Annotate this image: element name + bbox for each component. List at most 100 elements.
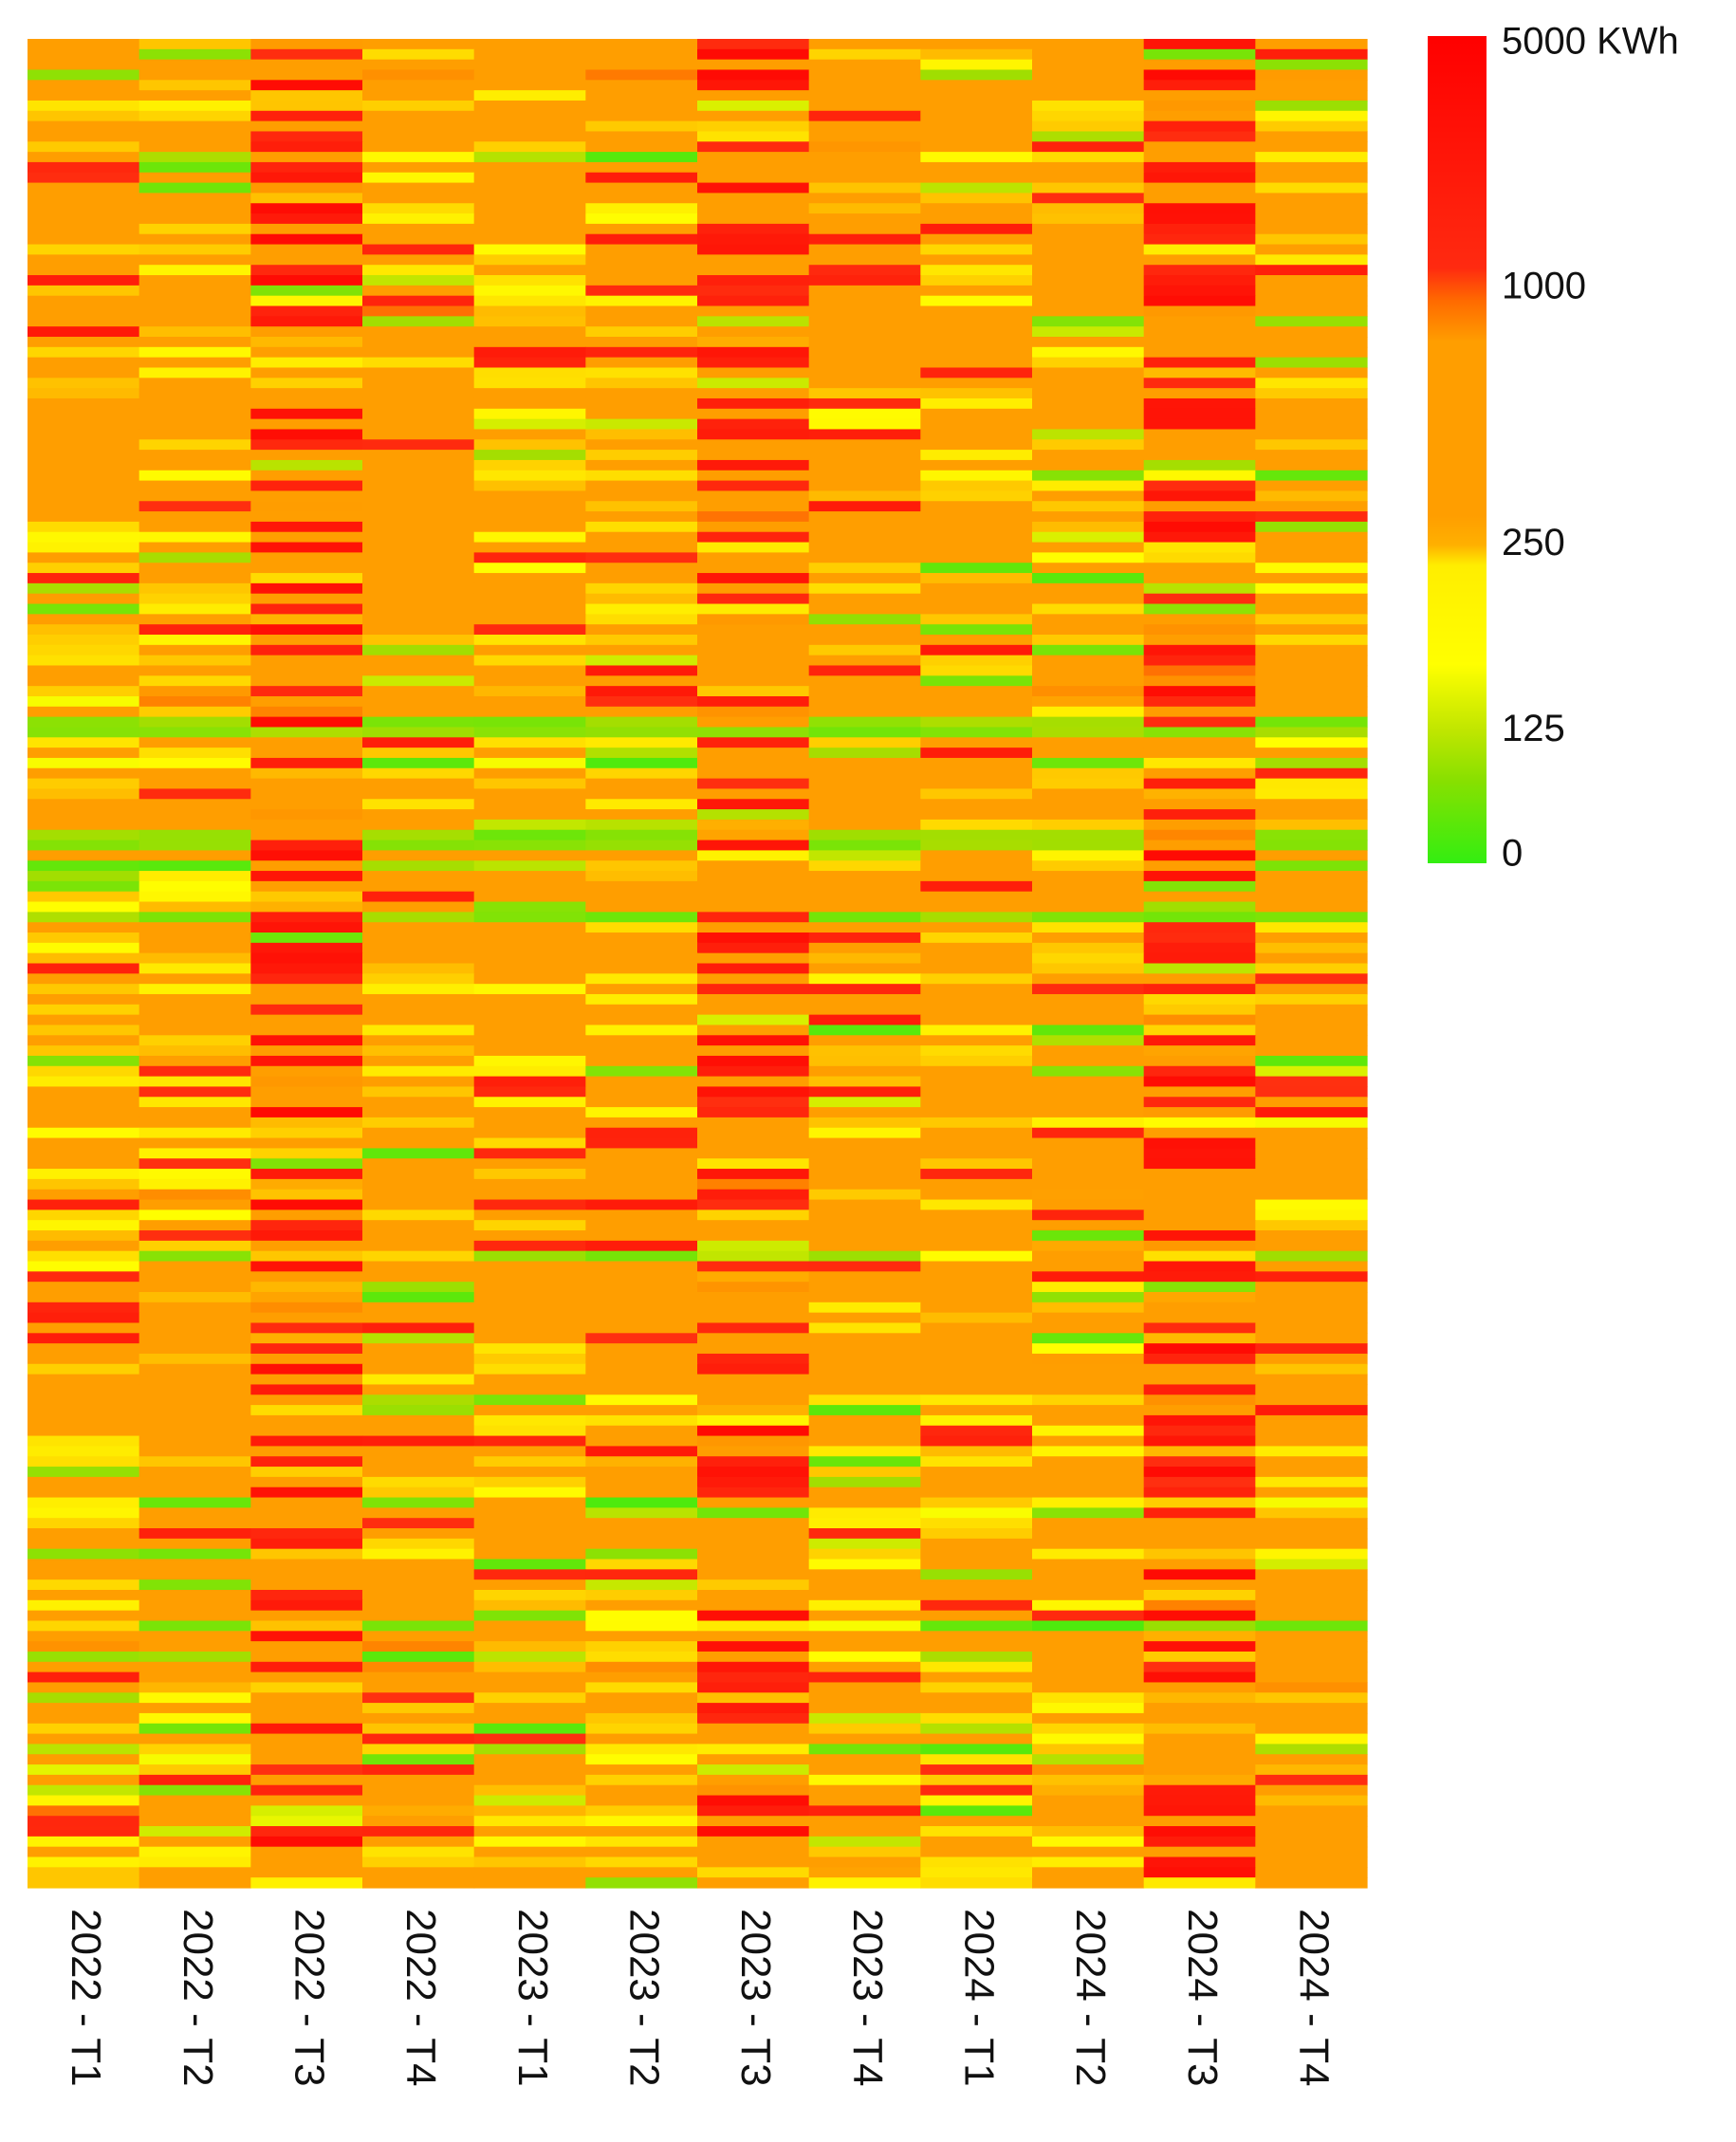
heatmap-cell xyxy=(1255,993,1368,1006)
heatmap-cell xyxy=(139,1097,251,1108)
heatmap-cell xyxy=(808,172,921,184)
heatmap-cell xyxy=(808,716,921,729)
heatmap-cell xyxy=(1143,1816,1256,1827)
heatmap-cell xyxy=(139,450,251,461)
legend-color-bar xyxy=(1428,36,1487,863)
heatmap-cell xyxy=(362,397,475,410)
heatmap-cell xyxy=(139,378,251,389)
heatmap-cell xyxy=(808,1086,921,1098)
heatmap-cell xyxy=(1032,1559,1145,1570)
heatmap-cell xyxy=(362,1169,475,1180)
heatmap-cell xyxy=(1255,1569,1368,1580)
heatmap-cell xyxy=(808,1065,921,1078)
heatmap-cell xyxy=(362,973,475,985)
heatmap-cell xyxy=(1143,1220,1256,1231)
heatmap-cell xyxy=(585,141,698,153)
heatmap-cell xyxy=(473,1631,586,1642)
heatmap-cell xyxy=(362,1661,475,1673)
heatmap-cell xyxy=(585,963,698,974)
heatmap-cell xyxy=(28,871,140,882)
heatmap-cell xyxy=(139,172,251,184)
heatmap-cell xyxy=(250,357,363,369)
heatmap-cell xyxy=(1032,1528,1145,1540)
heatmap-cell xyxy=(1032,388,1145,399)
heatmap-cell xyxy=(1032,1795,1145,1806)
heatmap-cell xyxy=(808,490,921,502)
heatmap-cell xyxy=(1255,193,1368,204)
heatmap-cell xyxy=(250,100,363,112)
heatmap-cell xyxy=(697,244,810,255)
heatmap-cell xyxy=(362,429,475,440)
heatmap-cell xyxy=(585,1548,698,1560)
heatmap-cell xyxy=(473,1086,586,1098)
heatmap-cell xyxy=(920,193,1033,204)
heatmap-cell xyxy=(139,635,251,646)
heatmap-cell xyxy=(1143,1178,1256,1191)
heatmap-cell xyxy=(1032,1425,1145,1437)
heatmap-cell xyxy=(920,48,1033,61)
heatmap-cell xyxy=(1255,1322,1368,1334)
heatmap-cell xyxy=(362,244,475,255)
heatmap-cell xyxy=(1032,1353,1145,1365)
heatmap-cell xyxy=(473,695,586,708)
heatmap-cell xyxy=(808,552,921,563)
heatmap-cell xyxy=(585,213,698,225)
heatmap-cell xyxy=(1255,1271,1368,1283)
heatmap-cell xyxy=(362,706,475,718)
heatmap-cell xyxy=(139,1374,251,1386)
heatmap-cell xyxy=(1032,1826,1145,1837)
heatmap-cell xyxy=(250,767,363,780)
heatmap-cell xyxy=(1255,480,1368,492)
heatmap-cell xyxy=(1255,275,1368,286)
heatmap-cell xyxy=(250,1127,363,1139)
heatmap-cell xyxy=(1032,172,1145,184)
heatmap-cell xyxy=(585,1467,698,1478)
heatmap-cell xyxy=(250,1456,363,1468)
heatmap-cell xyxy=(250,1559,363,1570)
heatmap-cell xyxy=(28,1620,140,1632)
heatmap-cell xyxy=(920,1467,1033,1478)
heatmap-cell xyxy=(139,397,251,410)
heatmap-cell xyxy=(473,1117,586,1129)
heatmap-cell xyxy=(28,1682,140,1693)
heatmap-cell xyxy=(1032,1312,1145,1324)
heatmap-cell xyxy=(920,1620,1033,1632)
heatmap-cell xyxy=(250,110,363,122)
heatmap-cell xyxy=(1255,182,1368,194)
heatmap-cell xyxy=(697,295,810,307)
heatmap-cell xyxy=(362,880,475,893)
heatmap-cell xyxy=(808,952,921,965)
heatmap-cell xyxy=(28,799,140,810)
heatmap-cell xyxy=(1032,1467,1145,1478)
heatmap-cell xyxy=(473,316,586,327)
heatmap-cell xyxy=(697,1692,810,1704)
heatmap-cell xyxy=(139,973,251,985)
heatmap-cell xyxy=(250,305,363,317)
heatmap-cell xyxy=(808,819,921,831)
heatmap-cell xyxy=(28,285,140,297)
heatmap-cell xyxy=(1143,942,1256,954)
heatmap-cell xyxy=(28,501,140,512)
heatmap-cell xyxy=(473,748,586,759)
heatmap-cell xyxy=(1032,871,1145,882)
heatmap-cell xyxy=(585,275,698,286)
heatmap-cell xyxy=(250,542,363,553)
heatmap-cell xyxy=(808,59,921,71)
heatmap-cell xyxy=(28,1220,140,1231)
heatmap-cell xyxy=(250,1784,363,1797)
heatmap-cell xyxy=(808,357,921,369)
heatmap-cell xyxy=(139,1795,251,1806)
heatmap-cell xyxy=(1255,1620,1368,1632)
heatmap-cell xyxy=(697,1856,810,1868)
heatmap-cell xyxy=(473,1456,586,1468)
heatmap-cell xyxy=(1143,1846,1256,1858)
heatmap-cell xyxy=(808,675,921,687)
heatmap-cell xyxy=(808,973,921,985)
heatmap-cell xyxy=(697,233,810,246)
heatmap-cell xyxy=(585,582,698,595)
heatmap-cell xyxy=(28,563,140,574)
heatmap-cell xyxy=(808,388,921,399)
heatmap-cell xyxy=(473,675,586,687)
heatmap-cell xyxy=(808,912,921,923)
heatmap-cell xyxy=(250,439,363,451)
